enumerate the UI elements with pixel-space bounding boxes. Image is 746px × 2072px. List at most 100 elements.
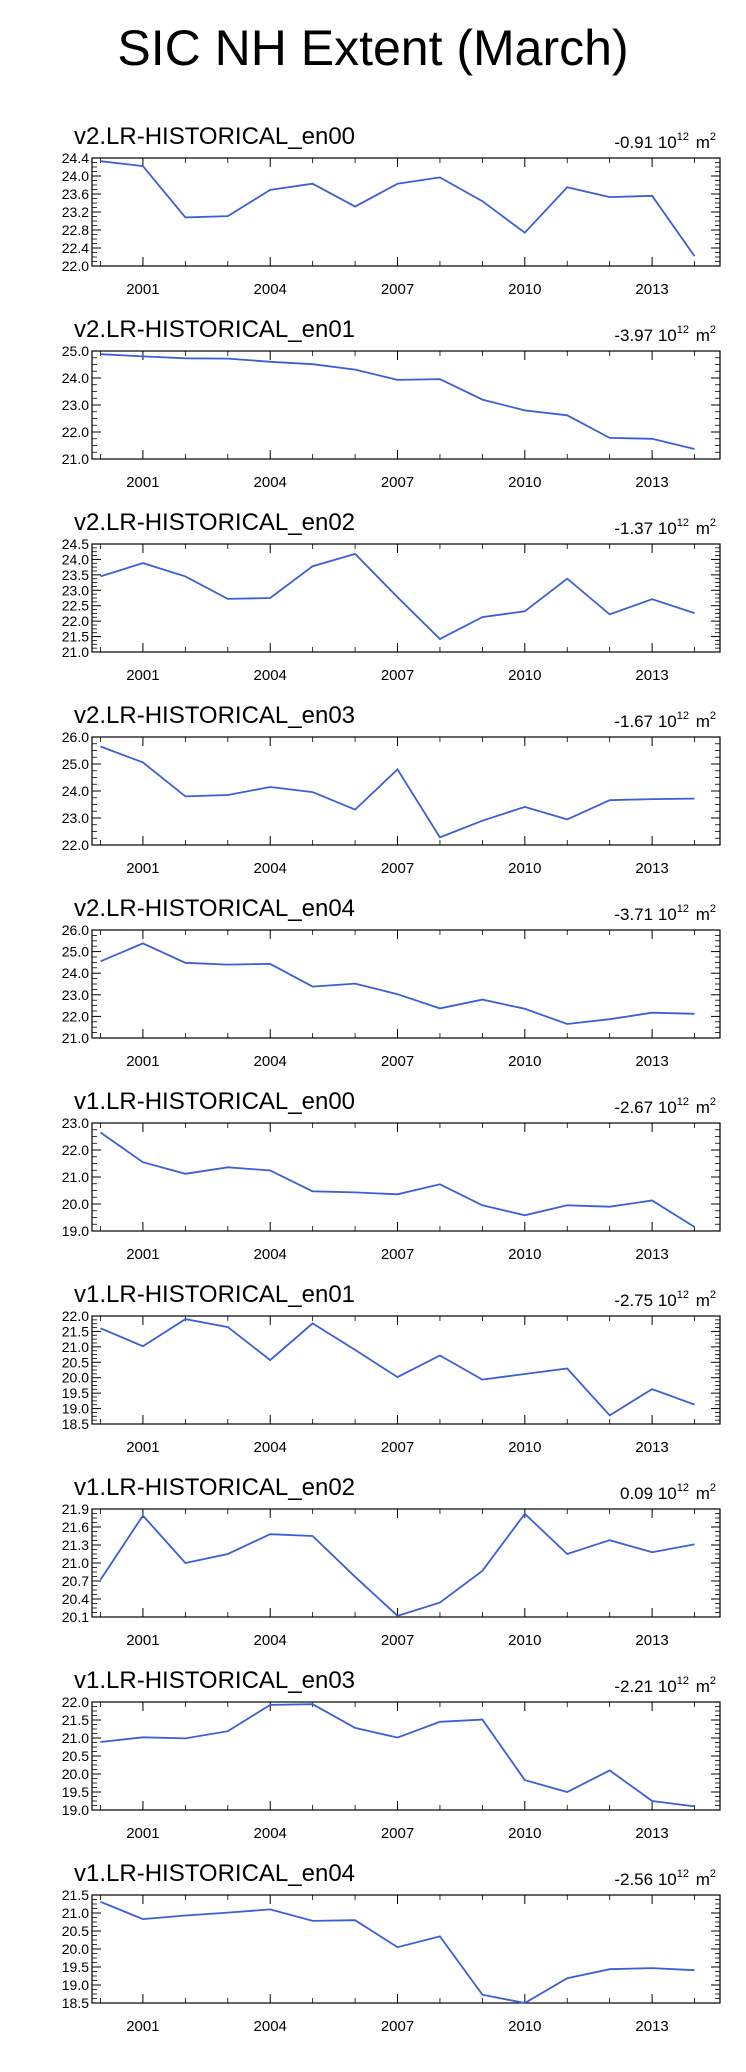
x-tick-label: 2013 (635, 1246, 668, 1263)
series-line (100, 942, 695, 1025)
trend-value: 0.09 (620, 1484, 658, 1503)
trend-unit-exp: 12 (677, 1096, 689, 1108)
y-tick-label: 20.5 (62, 1748, 89, 1764)
trend-unit-exp: 12 (677, 131, 689, 143)
y-tick-label: 22.0 (62, 1694, 89, 1710)
trend-value: -2.67 (614, 1098, 657, 1117)
trend-unit-label-exp: 2 (710, 131, 716, 143)
y-tick-label: 22.0 (62, 837, 89, 853)
trend-unit-label-exp: 2 (710, 1096, 716, 1108)
trend-unit-label: m (691, 1098, 710, 1117)
trend-value: -3.71 (614, 905, 657, 924)
y-tick-label: 22.5 (62, 598, 89, 614)
trend-unit-base: 10 (658, 326, 677, 345)
y-tick-label: 23.0 (62, 1115, 89, 1131)
x-tick-label: 2004 (254, 2018, 287, 2035)
y-tick-label: 23.6 (62, 186, 89, 202)
y-tick-label: 22.4 (62, 240, 89, 256)
trend-unit-label-exp: 2 (710, 1868, 716, 1880)
x-tick-label: 2001 (126, 1632, 159, 1649)
y-tick-label: 26.0 (62, 729, 89, 745)
y-tick-label: 21.9 (62, 1501, 89, 1517)
x-tick-label: 2013 (635, 1053, 668, 1070)
y-tick-label: 24.4 (62, 150, 89, 166)
trend-value: -2.21 (614, 1677, 657, 1696)
chart-panel: v2.LR-HISTORICAL_en03 -1.67 1012 m2 26.0 25… (62, 702, 721, 877)
x-tick-label: 2004 (254, 1632, 287, 1649)
x-tick-label: 2010 (508, 281, 541, 298)
x-tick-label: 2004 (254, 1053, 287, 1070)
trend-unit-label-exp: 2 (710, 903, 716, 915)
x-tick-label: 2004 (254, 1246, 287, 1263)
y-tick-label: 25.0 (62, 756, 89, 772)
x-tick-label: 2007 (381, 2018, 414, 2035)
y-tick-label: 25.0 (62, 343, 89, 359)
trend-label: -0.91 1012 m2 (614, 131, 716, 152)
panel-title: v2.LR-HISTORICAL_en02 (74, 509, 355, 536)
x-tick-label: 2001 (126, 281, 159, 298)
trend-unit-label: m (691, 1484, 710, 1503)
x-tick-label: 2007 (381, 1825, 414, 1842)
y-tick-label: 19.5 (62, 1385, 89, 1401)
y-tick-label: 22.0 (62, 1142, 89, 1158)
trend-unit-label: m (691, 519, 710, 538)
trend-unit-label: m (691, 712, 710, 731)
x-tick-label: 2010 (508, 1053, 541, 1070)
y-tick-label: 18.5 (62, 1995, 89, 2011)
trend-unit-base: 10 (658, 1098, 677, 1117)
x-tick-label: 2001 (126, 1053, 159, 1070)
trend-unit-label: m (691, 1870, 710, 1889)
trend-unit-exp: 12 (677, 1482, 689, 1494)
chart-panel: v1.LR-HISTORICAL_en01 -2.75 1012 m222.021… (62, 1281, 721, 1456)
trend-unit-exp: 12 (677, 517, 689, 529)
y-tick-label: 21.0 (62, 1339, 89, 1355)
plot-frame (91, 1122, 721, 1232)
y-tick-label: 21.5 (62, 1712, 89, 1728)
x-tick-label: 2001 (126, 2018, 159, 2035)
x-tick-label: 2013 (635, 474, 668, 491)
series-line (100, 1318, 695, 1417)
series-line (99, 1131, 695, 1228)
trend-label: 0.09 1012 m2 (620, 1482, 716, 1503)
trend-value: -1.37 (614, 519, 657, 538)
y-tick-label: 18.5 (62, 1416, 89, 1432)
y-tick-label: 19.0 (62, 1401, 89, 1417)
x-tick-label: 2013 (635, 281, 668, 298)
y-tick-label: 23.2 (62, 204, 89, 220)
y-tick-label: 19.0 (62, 1977, 89, 1993)
x-tick-label: 2007 (381, 1632, 414, 1649)
y-tick-label: 21.3 (62, 1537, 89, 1553)
y-tick-label: 20.5 (62, 1923, 89, 1939)
chart-panel: v1.LR-HISTORICAL_en03 -2.21 1012 m222.021… (62, 1667, 721, 1842)
trend-unit-label-exp: 2 (710, 1289, 716, 1301)
y-tick-label: 21.0 (62, 1169, 89, 1185)
x-tick-label: 2010 (508, 474, 541, 491)
trend-label: -1.37 1012 m2 (614, 517, 716, 538)
trend-label: -2.21 1012 m2 (614, 1675, 716, 1696)
trend-label: -2.67 1012 m2 (614, 1096, 716, 1117)
series-line (100, 552, 695, 641)
y-tick-label: 20.0 (62, 1370, 89, 1386)
x-tick-label: 2007 (381, 1439, 414, 1456)
y-tick-label: 19.5 (62, 1959, 89, 1975)
x-tick-label: 2010 (508, 1246, 541, 1263)
y-tick-label: 21.6 (62, 1519, 89, 1535)
trend-unit-base: 10 (658, 905, 677, 924)
trend-label: -2.56 1012 m2 (614, 1868, 716, 1889)
y-tick-label: 23.5 (62, 567, 89, 583)
plot-frame (91, 1701, 721, 1811)
y-tick-label: 19.0 (62, 1802, 89, 1818)
x-tick-label: 2001 (126, 860, 159, 877)
chart-panel: v2.LR-HISTORICAL_en02 -1.37 1012 m2 24.524… (62, 509, 721, 684)
trend-value: -2.56 (614, 1870, 657, 1889)
y-tick-label: 21.0 (62, 451, 89, 467)
trend-value: -1.67 (614, 712, 657, 731)
y-tick-label: 24.5 (62, 536, 89, 552)
x-tick-label: 2001 (126, 1246, 159, 1263)
panel-title: v1.LR-HISTORICAL_en02 (74, 1474, 355, 1501)
trend-unit-exp: 12 (677, 1868, 689, 1880)
series-line (100, 353, 695, 450)
y-tick-label: 22.0 (62, 258, 89, 274)
y-tick-label: 23.0 (62, 397, 89, 413)
